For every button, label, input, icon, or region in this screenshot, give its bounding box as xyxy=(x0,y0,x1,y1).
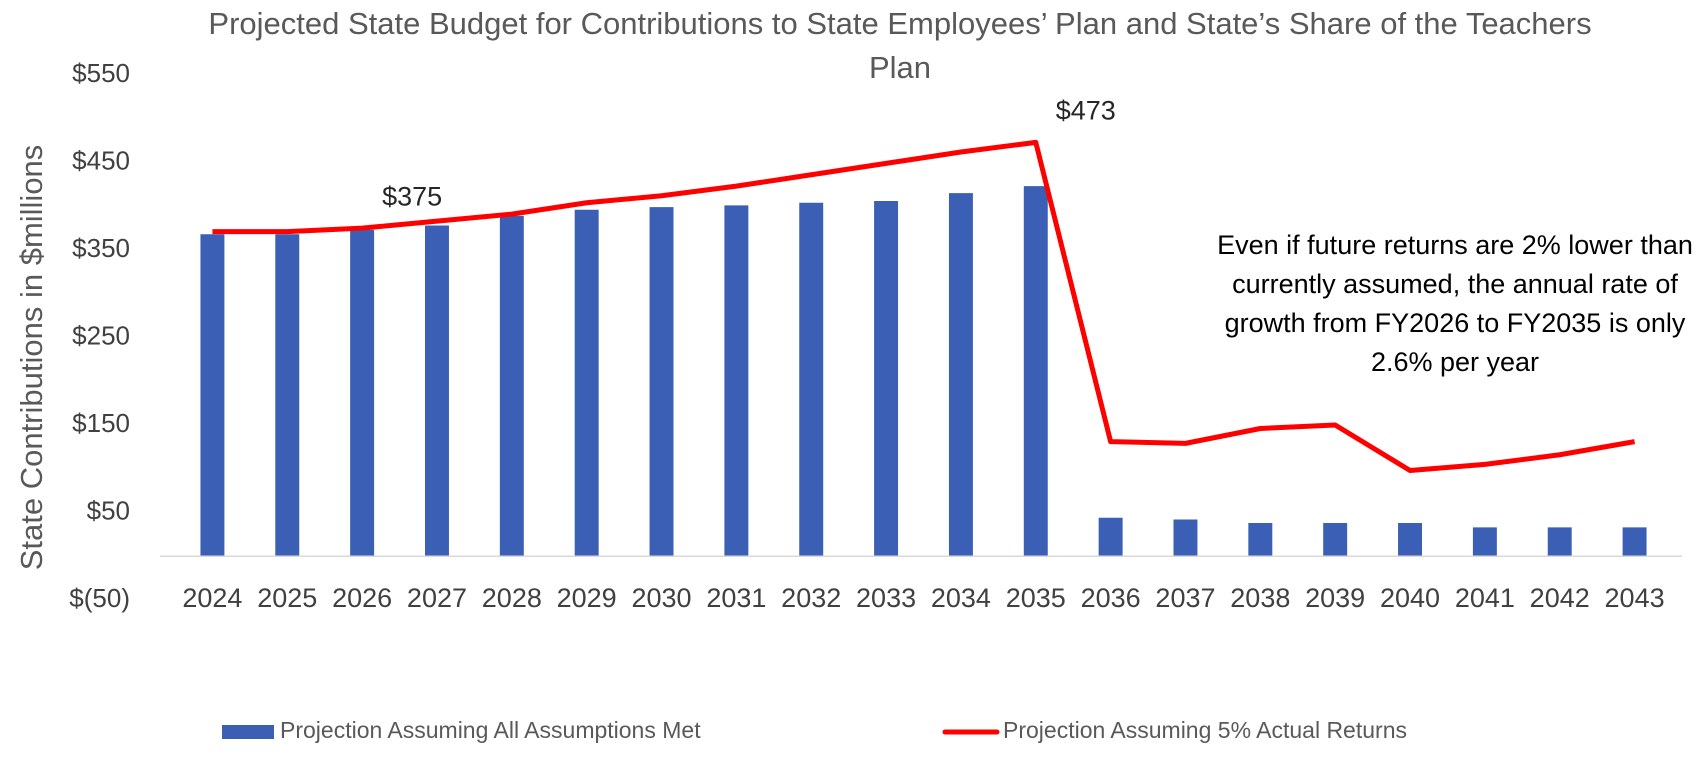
bar xyxy=(574,209,599,557)
bar xyxy=(1248,523,1273,557)
bar xyxy=(1547,527,1572,557)
line xyxy=(212,139,1636,473)
x-tick-label: 2029 xyxy=(557,583,617,613)
bar xyxy=(948,193,973,557)
x-tick-label: 2031 xyxy=(706,583,766,613)
chart-title: Projected State Budget for Contributions… xyxy=(208,6,1592,85)
bar xyxy=(499,215,524,557)
bar xyxy=(1472,527,1497,557)
legend-swatch xyxy=(222,725,274,739)
x-tick-label: 2037 xyxy=(1155,583,1215,613)
x-tick-label: 2041 xyxy=(1455,583,1515,613)
x-tick-label: 2025 xyxy=(257,583,317,613)
bar xyxy=(424,225,449,557)
data-label: $473 xyxy=(1056,96,1116,126)
bar xyxy=(874,201,899,557)
data-label: $375 xyxy=(382,181,442,211)
x-tick-label: 2042 xyxy=(1530,583,1590,613)
y-tick-label: $350 xyxy=(72,233,130,263)
x-tick-label: 2030 xyxy=(631,583,691,613)
bar xyxy=(1173,519,1198,557)
y-tick-label: $150 xyxy=(72,408,130,438)
bar xyxy=(350,229,375,557)
x-tick-label: 2033 xyxy=(856,583,916,613)
x-tick-label: 2035 xyxy=(1006,583,1066,613)
x-tick-label: 2032 xyxy=(781,583,841,613)
bar xyxy=(200,234,225,557)
y-tick-label: $250 xyxy=(72,320,130,350)
bar xyxy=(649,207,674,557)
bar xyxy=(799,202,824,557)
annotation: Even if future returns are 2% lower than… xyxy=(1217,230,1693,377)
x-tick-label: 2043 xyxy=(1605,583,1665,613)
y-axis-title: State Contributions in $millions xyxy=(14,145,49,571)
x-tick-label: 2026 xyxy=(332,583,392,613)
bar xyxy=(1098,517,1123,557)
bar xyxy=(1398,523,1423,557)
bar xyxy=(1023,186,1048,557)
legend-label: Projection Assuming All Assumptions Met xyxy=(280,717,701,743)
x-tick-label: 2038 xyxy=(1230,583,1290,613)
y-tick-label: $550 xyxy=(72,58,130,88)
y-tick-label: $450 xyxy=(72,145,130,175)
x-tick-label: 2040 xyxy=(1380,583,1440,613)
bar xyxy=(1323,523,1348,557)
bar xyxy=(724,205,749,557)
legend-label: Projection Assuming 5% Actual Returns xyxy=(1003,717,1407,743)
x-tick-label: 2024 xyxy=(182,583,242,613)
x-tick-label: 2039 xyxy=(1305,583,1365,613)
x-tick-label: 2034 xyxy=(931,583,991,613)
bar xyxy=(1622,527,1647,557)
x-tick-label: 2027 xyxy=(407,583,467,613)
bar xyxy=(275,234,300,557)
y-tick-label: $50 xyxy=(87,495,130,525)
x-tick-label: 2028 xyxy=(482,583,542,613)
y-tick-label: $(50) xyxy=(69,583,130,613)
x-tick-label: 2036 xyxy=(1081,583,1141,613)
